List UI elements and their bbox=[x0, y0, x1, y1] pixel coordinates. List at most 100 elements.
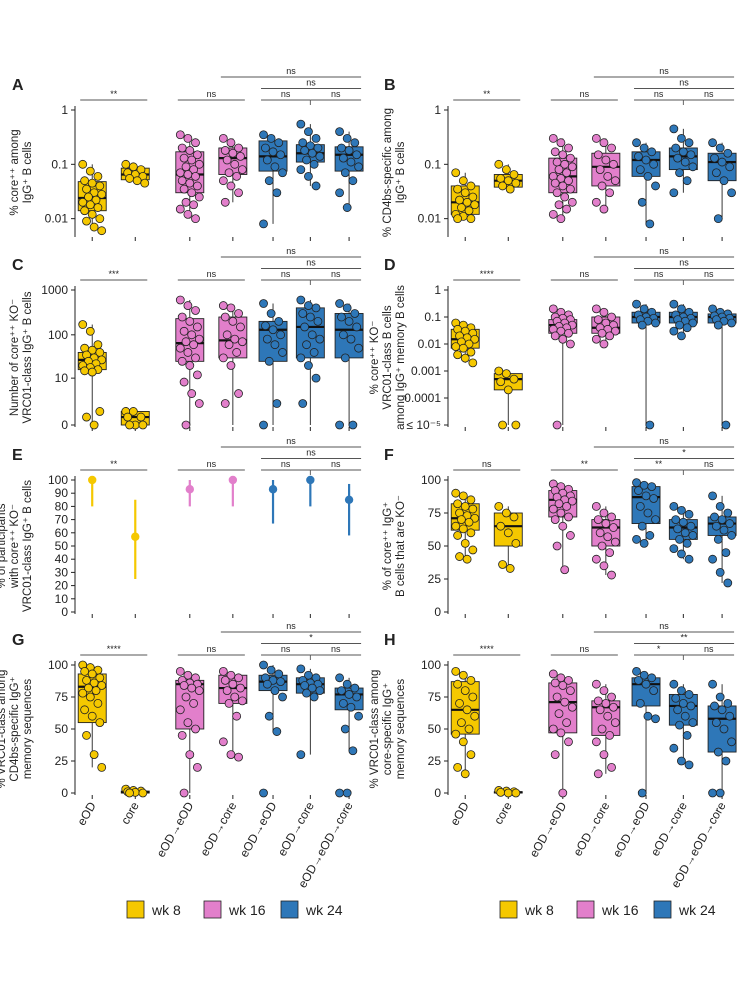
box-eOD→core bbox=[591, 134, 621, 214]
data-point bbox=[298, 399, 308, 408]
data-point bbox=[259, 130, 268, 140]
data-point bbox=[599, 508, 609, 518]
data-point bbox=[453, 763, 463, 772]
data-point bbox=[218, 301, 228, 310]
data-point bbox=[344, 690, 354, 699]
data-point bbox=[556, 138, 566, 148]
data-point bbox=[192, 181, 202, 191]
data-point bbox=[453, 531, 463, 540]
data-point bbox=[278, 692, 287, 702]
data-point bbox=[298, 309, 308, 318]
estimate-point bbox=[185, 485, 194, 494]
significance-label: ns bbox=[207, 459, 217, 469]
data-point bbox=[688, 162, 698, 172]
data-point bbox=[607, 512, 616, 522]
y-tick-label: 0.0001 bbox=[404, 391, 441, 405]
data-point bbox=[270, 686, 280, 695]
data-point bbox=[607, 763, 616, 772]
y-tick-label: 100 bbox=[421, 473, 441, 487]
data-point bbox=[671, 693, 681, 703]
data-point bbox=[725, 711, 735, 721]
y-tick-label: 20 bbox=[55, 579, 69, 593]
data-point bbox=[175, 204, 185, 214]
significance-label: ns bbox=[207, 644, 217, 654]
data-point bbox=[713, 214, 723, 224]
data-point bbox=[451, 168, 461, 178]
x-category-label: eOD→core bbox=[275, 799, 317, 858]
data-point bbox=[91, 686, 101, 695]
data-point bbox=[183, 301, 193, 310]
data-point bbox=[338, 153, 348, 163]
data-point bbox=[272, 188, 282, 198]
data-point bbox=[222, 330, 232, 340]
data-point bbox=[601, 699, 611, 708]
data-point bbox=[85, 200, 95, 210]
data-point bbox=[509, 170, 519, 179]
y-tick-label: 0 bbox=[61, 786, 68, 800]
significance-label: ns bbox=[331, 269, 341, 279]
data-point bbox=[560, 697, 570, 707]
data-point bbox=[350, 309, 360, 318]
legend-swatch bbox=[653, 900, 672, 919]
panel-letter: C bbox=[12, 257, 24, 274]
box-eOD→eOD bbox=[258, 299, 288, 430]
data-point bbox=[609, 159, 618, 169]
data-point bbox=[175, 705, 185, 715]
data-point bbox=[723, 578, 733, 588]
data-point bbox=[651, 515, 660, 524]
data-point bbox=[270, 162, 280, 172]
legend-label: wk 8 bbox=[151, 902, 181, 918]
data-point bbox=[721, 548, 731, 557]
y-axis-label: IgG⁺ B cells bbox=[395, 141, 407, 203]
data-point bbox=[311, 181, 321, 191]
data-point bbox=[185, 146, 195, 155]
panel-letter: E bbox=[12, 447, 23, 464]
panel-letter: F bbox=[384, 447, 394, 464]
box-eOD→eOD bbox=[175, 130, 205, 224]
y-tick-label: 1 bbox=[434, 283, 441, 297]
data-point bbox=[464, 517, 474, 527]
data-point bbox=[259, 660, 268, 670]
data-point bbox=[226, 361, 236, 370]
data-point bbox=[237, 337, 247, 347]
data-point bbox=[78, 688, 88, 698]
data-point bbox=[688, 531, 698, 540]
data-point bbox=[307, 683, 317, 693]
significance-label: ns bbox=[281, 459, 291, 469]
data-point bbox=[460, 538, 470, 548]
data-point bbox=[669, 188, 679, 198]
data-point bbox=[607, 570, 616, 580]
data-point bbox=[675, 320, 684, 330]
data-point bbox=[296, 165, 306, 174]
x-category-label: eOD→eOD bbox=[527, 799, 570, 859]
data-point bbox=[296, 664, 306, 674]
box-core bbox=[493, 501, 523, 573]
data-point bbox=[298, 138, 308, 148]
y-tick-label: 50 bbox=[428, 539, 442, 553]
data-point bbox=[639, 670, 649, 680]
data-point bbox=[711, 168, 721, 178]
data-point bbox=[673, 524, 683, 534]
data-point bbox=[708, 491, 717, 501]
data-point bbox=[552, 420, 562, 430]
data-point bbox=[558, 181, 568, 191]
data-point bbox=[603, 532, 613, 542]
estimate-point bbox=[344, 495, 354, 504]
x-category-label: eOD→eOD bbox=[610, 799, 653, 859]
data-point bbox=[458, 524, 468, 534]
data-point bbox=[313, 143, 323, 153]
significance-label: *** bbox=[108, 269, 119, 279]
data-point bbox=[194, 159, 204, 169]
data-point bbox=[641, 679, 651, 689]
box-eOD→eOD bbox=[175, 295, 205, 430]
data-point bbox=[605, 331, 615, 341]
data-point bbox=[311, 373, 321, 383]
data-point bbox=[470, 711, 480, 721]
box-eOD bbox=[77, 320, 107, 430]
data-point bbox=[80, 206, 90, 216]
data-point bbox=[597, 724, 607, 734]
y-tick-label: 70 bbox=[55, 513, 69, 527]
data-point bbox=[552, 692, 562, 702]
